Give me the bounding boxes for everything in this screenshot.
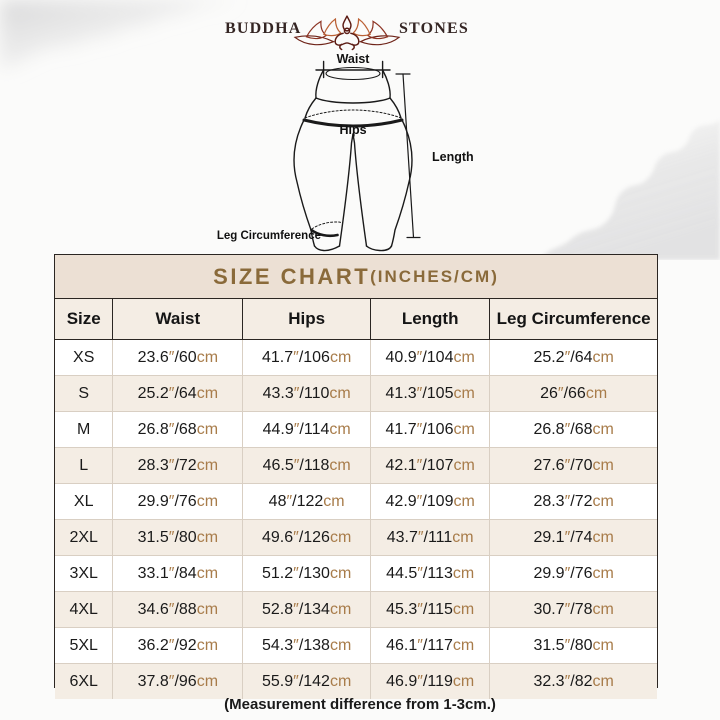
svg-text:Leg Circumference: Leg Circumference <box>217 230 321 242</box>
svg-text:Waist: Waist <box>337 52 371 66</box>
svg-text:Hips: Hips <box>339 123 366 137</box>
svg-text:Length: Length <box>432 150 474 164</box>
